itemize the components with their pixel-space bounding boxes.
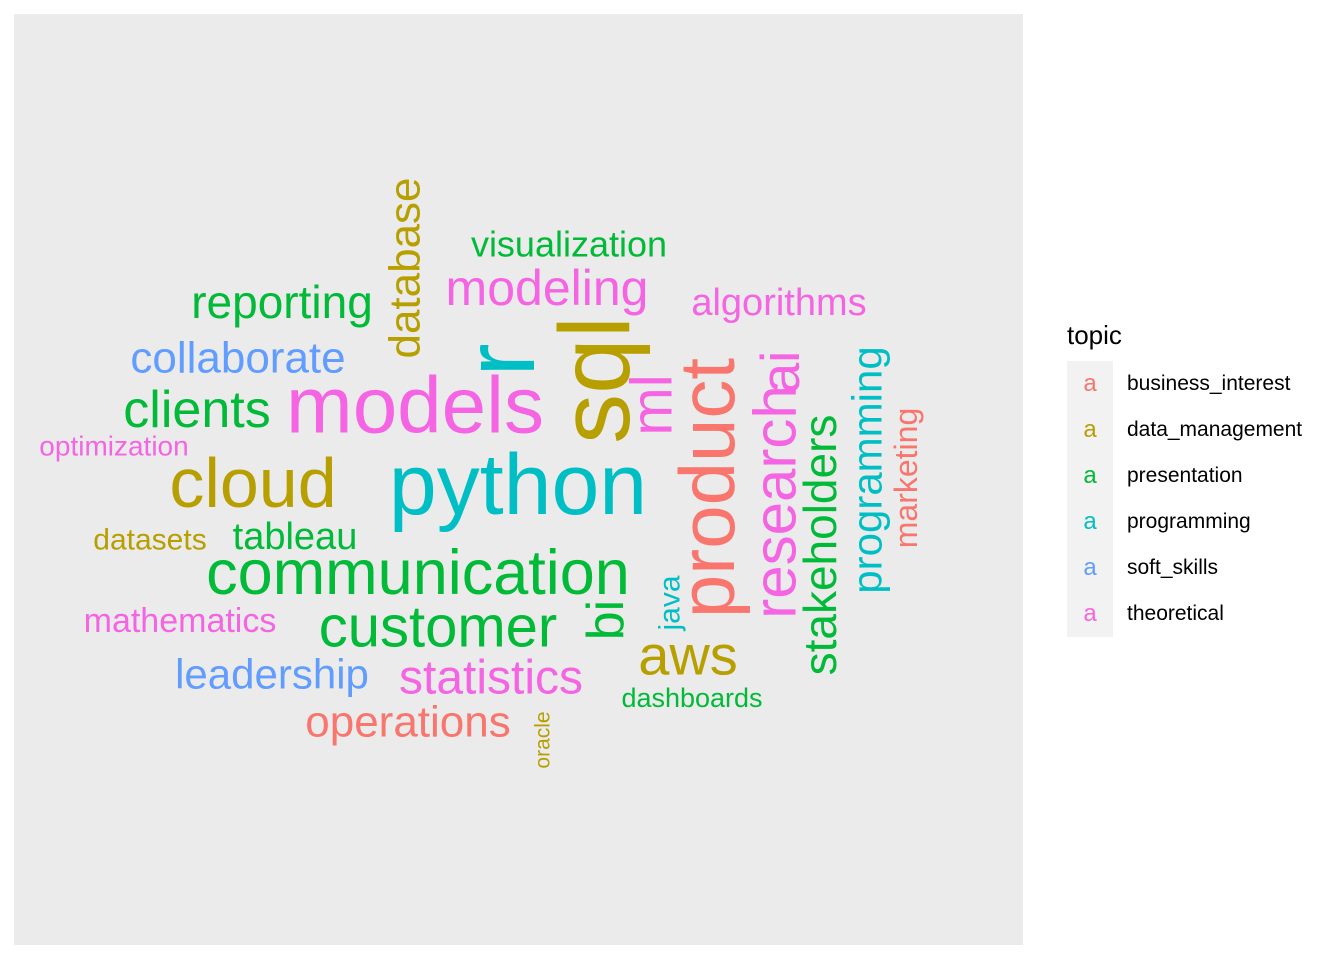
- legend-item-presentation: a presentation: [1067, 453, 1302, 499]
- plot-panel: [14, 14, 1023, 945]
- word-tableau: tableau: [233, 516, 358, 558]
- legend-keys: a business_interest a data_management a prese…: [1067, 361, 1302, 637]
- legend-label: soft_skills: [1127, 556, 1219, 579]
- word-mathematics: mathematics: [84, 602, 277, 640]
- word-dashboards: dashboards: [621, 683, 762, 713]
- legend: topic a business_interest a data_management…: [1067, 320, 1302, 637]
- word-sql: sql: [539, 316, 651, 444]
- legend-item-business_interest: a business_interest: [1067, 361, 1302, 407]
- word-ml: ml: [620, 374, 685, 435]
- word-research: research: [742, 385, 809, 618]
- legend-key-glyph: a: [1067, 361, 1113, 407]
- legend-key-glyph: a: [1067, 407, 1113, 453]
- legend-item-data_management: a data_management: [1067, 407, 1302, 453]
- word-programming: programming: [844, 346, 891, 593]
- word-statistics: statistics: [399, 652, 583, 705]
- legend-key-glyph: a: [1067, 545, 1113, 591]
- word-clients: clients: [123, 381, 270, 439]
- word-communication: communication: [206, 538, 630, 608]
- word-visualization: visualization: [471, 224, 667, 265]
- word-optimization: optimization: [39, 431, 188, 462]
- legend-label: programming: [1127, 510, 1251, 533]
- legend-key-glyph: a: [1067, 591, 1113, 637]
- legend-label: theoretical: [1127, 602, 1224, 625]
- legend-title: topic: [1067, 320, 1122, 350]
- word-models: models: [286, 361, 544, 450]
- legend-key-glyph: a: [1067, 499, 1113, 545]
- word-datasets: datasets: [93, 524, 206, 557]
- word-leadership: leadership: [175, 651, 369, 698]
- word-operations: operations: [305, 698, 510, 747]
- word-bi: bi: [577, 600, 635, 640]
- legend-item-programming: a programming: [1067, 499, 1302, 545]
- legend-label: data_management: [1127, 418, 1303, 441]
- word-cloud: cloud: [169, 444, 336, 522]
- word-oracle: oracle: [532, 711, 555, 768]
- legend-key-glyph: a: [1067, 453, 1113, 499]
- word-database: database: [381, 177, 430, 358]
- word-marketing: marketing: [888, 408, 924, 549]
- word-customer: customer: [319, 595, 558, 660]
- legend-label: business_interest: [1127, 372, 1291, 395]
- word-collaborate: collaborate: [130, 334, 345, 383]
- word-python: python: [389, 437, 647, 533]
- word-stakeholders: stakeholders: [794, 415, 846, 676]
- word-modeling: modeling: [446, 260, 649, 316]
- legend-item-soft_skills: a soft_skills: [1067, 545, 1302, 591]
- word-algorithms: algorithms: [691, 282, 866, 324]
- word-reporting: reporting: [191, 276, 373, 328]
- word-aws: aws: [638, 624, 738, 687]
- word-r: r: [444, 343, 556, 376]
- word-ai: ai: [749, 351, 811, 394]
- word-product: product: [663, 358, 751, 618]
- legend-item-theoretical: a theoretical: [1067, 591, 1302, 637]
- word-java: java: [654, 575, 687, 631]
- legend-label: presentation: [1127, 464, 1243, 487]
